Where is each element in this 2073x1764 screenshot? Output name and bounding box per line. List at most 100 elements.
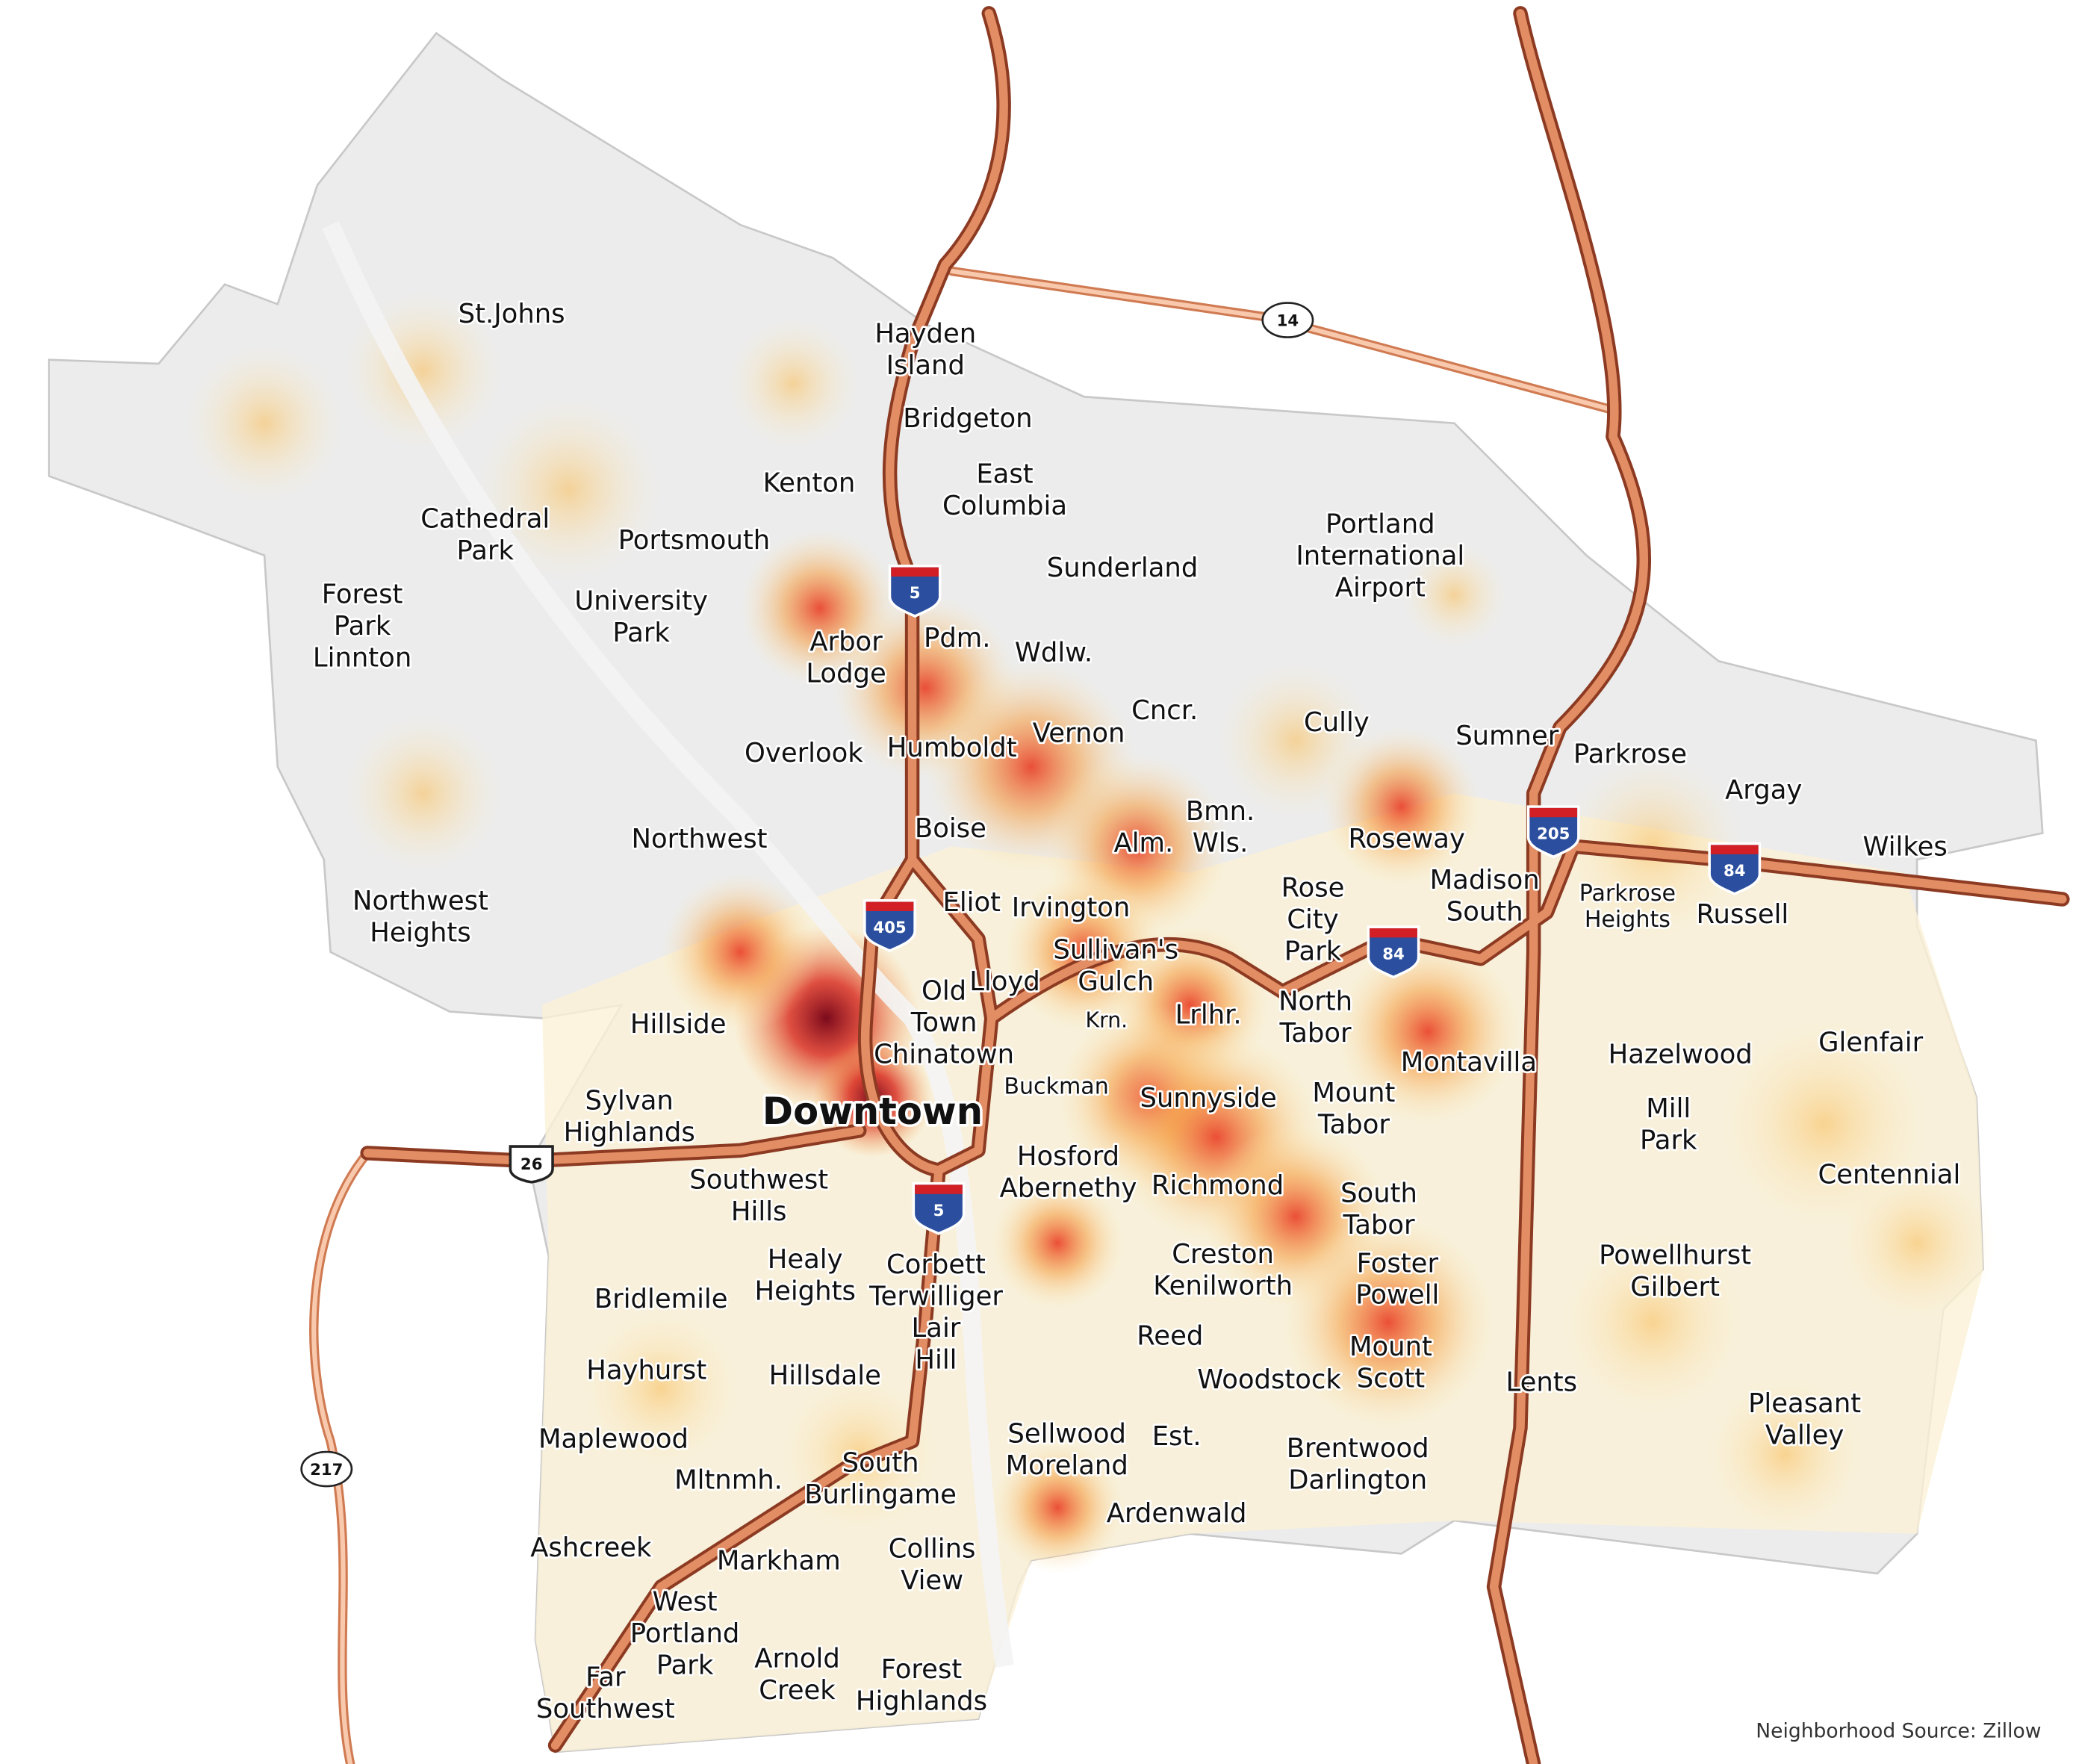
label-line: Markham <box>717 1546 841 1577</box>
label-line: South <box>1446 896 1523 927</box>
label-line: Sellwood <box>1007 1419 1126 1450</box>
label-line: Powell <box>1355 1280 1439 1311</box>
neighborhood-label: South Burlingame <box>804 1448 957 1510</box>
heat-blob <box>344 714 503 873</box>
label-line: City <box>1287 904 1338 935</box>
interstate-shield <box>888 565 942 618</box>
label-line: Abernethy <box>1000 1173 1137 1203</box>
label-line: Forest <box>881 1654 963 1685</box>
label-line: Hillsdale <box>769 1361 881 1391</box>
label-line: Tabor <box>1278 1018 1352 1049</box>
neighborhood-label: Corbett Terwilliger Lair Hill <box>868 1249 1003 1375</box>
roads <box>309 6 2070 1764</box>
label-line: Sullivan's <box>1053 935 1178 966</box>
label-line: Hill <box>915 1345 957 1376</box>
label-line: Wdlw. <box>1015 637 1093 668</box>
label-line: Pleasant <box>1748 1388 1861 1419</box>
label-line: Town <box>910 1007 978 1038</box>
label-line: Lodge <box>806 659 886 689</box>
label-line: Tabor <box>1317 1109 1390 1140</box>
label-line: Highlands <box>856 1686 987 1716</box>
neighborhood-label: Forest Highlands <box>856 1654 987 1716</box>
neighborhood-label: Hayden Island <box>874 319 976 381</box>
neighborhood-label: Alm. <box>1114 827 1174 858</box>
label-line: Mount <box>1349 1332 1432 1362</box>
label-line: Parkrose <box>1573 739 1687 770</box>
label-line: Linnton <box>313 642 411 673</box>
neighborhood-label: Mltnmh. <box>674 1465 783 1496</box>
label-line: Hills <box>731 1196 787 1227</box>
interstate-shield <box>1708 842 1762 895</box>
neighborhood-label: Collins View <box>889 1534 976 1596</box>
label-line: Richmond <box>1152 1170 1284 1201</box>
label-line: Madison <box>1430 865 1540 895</box>
label-line: Sunnyside <box>1140 1083 1277 1114</box>
neighborhood-label: Boise <box>915 813 986 844</box>
label-line: Park <box>1284 936 1342 966</box>
label-line: Arnold <box>754 1644 840 1674</box>
neighborhood-label: Lloyd <box>969 966 1040 997</box>
state-shield <box>1261 302 1314 338</box>
heat-blob <box>661 872 820 1032</box>
label-line: Parkrose <box>1579 881 1676 907</box>
label-line: Gulch <box>1078 966 1154 997</box>
neighborhood-label: Eliot <box>942 887 1001 918</box>
interstate-number: 5 <box>933 1202 945 1220</box>
label-line: Foster <box>1357 1248 1439 1279</box>
neighborhood-label: Vernon <box>1033 718 1125 748</box>
label-line: Bridgeton <box>903 403 1032 434</box>
label-line: Mill <box>1646 1093 1691 1124</box>
label-line: Portland <box>630 1618 740 1649</box>
heat-blob <box>581 1308 741 1468</box>
interstate-number: 205 <box>1537 824 1570 843</box>
label-line: Far <box>585 1662 626 1692</box>
neighborhood-label: Portland International Airport <box>1296 509 1464 603</box>
neighborhood-label: Northwest <box>632 824 768 854</box>
neighborhood-label: Sullivan's Gulch <box>1053 935 1178 997</box>
neighborhood-label: Parkrose Heights <box>1579 881 1676 933</box>
label-line: Sunderland <box>1047 553 1199 583</box>
label-line: Hazelwood <box>1609 1040 1753 1070</box>
neighborhood-label: Centennial <box>1818 1160 1961 1190</box>
neighborhood-label: Wilkes <box>1862 832 1947 863</box>
neighborhood-label: Bridgeton <box>903 403 1032 434</box>
neighborhood-label: Overlook <box>745 738 863 768</box>
neighborhood-label: Far Southwest <box>536 1662 675 1724</box>
label-line: Ashcreek <box>530 1532 652 1563</box>
label-line: South <box>842 1448 919 1479</box>
neighborhood-label: Wdlw. <box>1015 637 1093 668</box>
heat-blob <box>780 1375 939 1534</box>
label-line: Park <box>656 1650 714 1680</box>
label-line: Brentwood <box>1287 1433 1429 1464</box>
heat-blob <box>991 1441 1124 1574</box>
highway-core <box>363 9 2067 1764</box>
neighborhood-label: Hillside <box>630 1009 727 1040</box>
label-line: North <box>1278 987 1352 1017</box>
label-line: Collins <box>889 1534 976 1565</box>
neighborhood-label: Brentwood Darlington <box>1287 1433 1429 1495</box>
neighborhood-label: Reed <box>1137 1321 1203 1352</box>
neighborhood-label: Powellhurst Gilbert <box>1599 1240 1751 1302</box>
label-line: University <box>574 586 708 616</box>
state-route-number: 14 <box>1277 311 1299 330</box>
neighborhood-label: Arnold Creek <box>754 1644 840 1706</box>
label-line: Old <box>921 976 966 1007</box>
label-line: Island <box>886 350 965 381</box>
neighborhood-label: Southwest Hills <box>689 1165 828 1227</box>
label-line: Kenilworth <box>1153 1270 1293 1301</box>
label-line: Centennial <box>1818 1160 1961 1190</box>
label-line: Park <box>1640 1125 1697 1156</box>
label-line: Woodstock <box>1197 1364 1341 1395</box>
label-line: International <box>1296 541 1464 571</box>
neighborhood-label: Downtown <box>762 1090 983 1133</box>
neighborhood-label: Pleasant Valley <box>1748 1388 1861 1450</box>
label-line: Boise <box>915 813 986 844</box>
label-line: Vernon <box>1033 718 1125 748</box>
label-line: Bridlemile <box>594 1284 728 1314</box>
neighborhood-label: Old Town Chinatown <box>874 976 1014 1070</box>
label-line: Rose <box>1281 872 1345 903</box>
neighborhood-label: Mount Scott <box>1349 1332 1432 1394</box>
label-line: Kenton <box>763 468 856 499</box>
neighborhood-label: Argay <box>1725 774 1802 805</box>
label-line: Heights <box>370 918 470 948</box>
